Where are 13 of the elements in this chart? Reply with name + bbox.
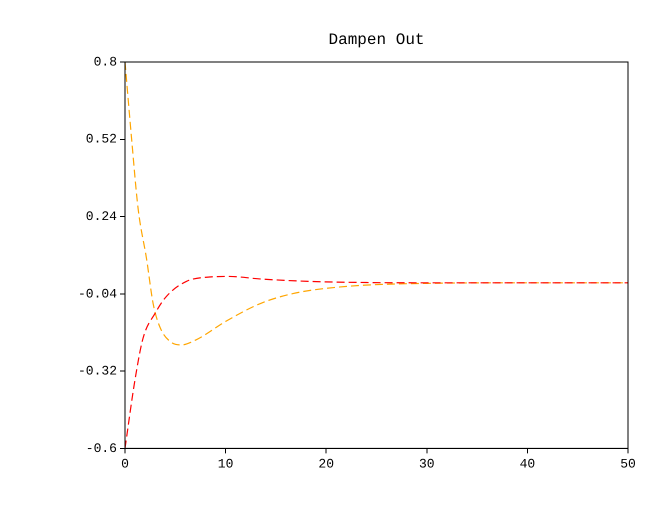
x-tick-label: 0: [121, 456, 129, 472]
y-tick-label: -0.32: [78, 364, 117, 379]
chart-title: Dampen Out: [328, 31, 425, 50]
y-tick-label: 0.52: [86, 132, 117, 147]
y-tick-label: 0.24: [86, 208, 118, 224]
x-tick-label: 30: [418, 456, 435, 472]
x-tick-label: 50: [620, 456, 636, 472]
y-tick-label: 0.8: [94, 54, 117, 70]
x-tick-label: 10: [218, 456, 234, 472]
y-tick-label: -0.04: [78, 286, 118, 302]
x-tick-label: 40: [520, 456, 536, 472]
y-tick-label: -0.6: [86, 440, 117, 456]
x-tick-label: 20: [318, 456, 334, 472]
